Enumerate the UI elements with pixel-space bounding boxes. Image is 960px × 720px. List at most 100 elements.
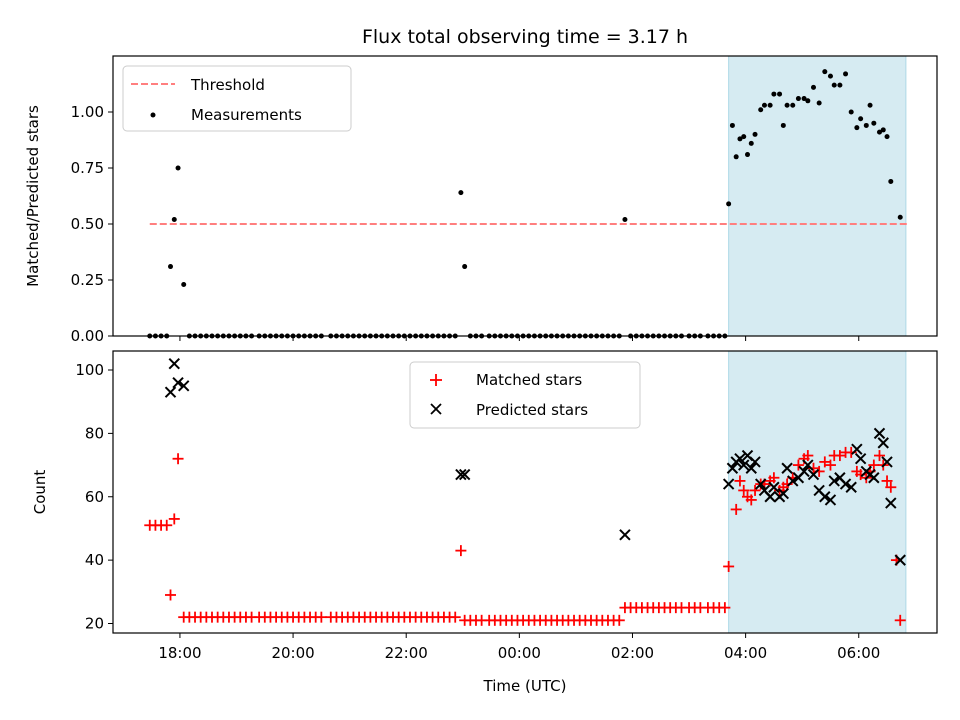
y-tick-label: 20 (85, 614, 104, 632)
measurement-point (871, 120, 877, 126)
predicted-star-point (881, 456, 893, 468)
measurement-point (758, 107, 764, 113)
measurement-point (827, 73, 833, 79)
matched-star-point (819, 456, 831, 468)
predicted-star-point (877, 437, 889, 449)
top-y-axis-label: Matched/Predicted stars (24, 105, 42, 287)
matched-star-point (745, 494, 757, 506)
measurement-point (744, 152, 750, 158)
bottom-y-axis-label: Count (31, 470, 49, 515)
matched-star-point (792, 459, 804, 471)
matched-star-point (315, 611, 327, 623)
matched-star-point (824, 459, 836, 471)
matched-legend-label: Matched stars (476, 371, 582, 389)
predicted-star-point (873, 427, 886, 440)
measurement-point (175, 165, 181, 171)
measurement-point (831, 82, 837, 88)
predicted-star-point (754, 478, 767, 490)
predicted-star-point (768, 481, 780, 493)
measurement-point (843, 71, 849, 77)
shaded-region (728, 55, 907, 337)
matched-star-point (734, 475, 746, 487)
measurement-point (897, 214, 903, 220)
measurement-point (780, 122, 786, 128)
measurement-point (181, 281, 187, 287)
measurement-point (462, 264, 468, 270)
matched-legend-swatch (430, 374, 442, 386)
measurement-point (884, 134, 890, 140)
matched-star-point (719, 602, 731, 614)
measurement-point (858, 116, 864, 122)
predicted-star-point (802, 459, 814, 471)
measurement-point (867, 102, 873, 108)
y-tick-label: 40 (85, 551, 104, 569)
bottom-y-axis: 20 40 60 80 100 (75, 361, 113, 632)
y-tick-label: 0.50 (71, 215, 104, 233)
measurement-point (876, 129, 882, 135)
predicted-star-point (178, 380, 190, 392)
predicted-star-point (455, 468, 467, 481)
predicted-star-point (787, 475, 799, 487)
predicted-star-point (828, 475, 840, 487)
y-tick-label: 0.75 (71, 159, 104, 177)
matched-star-point (768, 472, 780, 484)
measurements-legend-swatch (150, 112, 156, 118)
predicted-star-point (819, 491, 831, 503)
measurement-point (737, 136, 743, 142)
y-tick-label: 0.00 (71, 327, 104, 345)
predicted-star-point (845, 481, 857, 493)
predicted-star-point (894, 554, 906, 566)
predicted-star-point (854, 453, 867, 465)
measurement-point (888, 178, 894, 184)
predicted-star-point (726, 462, 739, 474)
measurement-point (810, 84, 816, 90)
measurement-point (777, 91, 783, 97)
x-tick-label: 02:00 (611, 644, 654, 662)
matched-star-point (449, 611, 461, 623)
measurement-point (733, 154, 739, 160)
top-y-axis: 0.00 0.25 0.50 0.75 1.00 (71, 103, 113, 345)
predicted-stars-layer (164, 357, 906, 566)
predicted-star-point (798, 465, 810, 478)
predicted-star-point (164, 386, 177, 398)
measurement-point (854, 125, 860, 131)
top-legend: Threshold Measurements (122, 65, 352, 132)
x-tick-label: 06:00 (837, 644, 880, 662)
predicted-star-point (722, 478, 735, 490)
y-tick-label: 80 (85, 424, 104, 442)
measurement-point (171, 217, 177, 223)
y-tick-label: 100 (75, 361, 104, 379)
measurement-point (816, 100, 822, 106)
measurement-point (741, 134, 747, 140)
matched-star-point (168, 513, 180, 525)
measurement-point (795, 96, 801, 102)
matched-star-point (161, 519, 173, 531)
x-axis-label: Time (UTC) (483, 677, 567, 695)
predicted-star-point (885, 497, 897, 509)
predicted-star-point (764, 491, 776, 503)
x-tick-label: 18:00 (158, 644, 201, 662)
x-tick-label: 22:00 (385, 644, 428, 662)
measurement-point (761, 102, 767, 108)
matched-star-point (894, 614, 906, 626)
chart-title: Flux total observing time = 3.17 h (362, 26, 688, 48)
measurement-point (790, 102, 796, 108)
matched-star-point (172, 453, 184, 465)
matched-star-point (455, 545, 467, 557)
top-legend-box (122, 65, 352, 132)
matched-star-point (613, 614, 625, 626)
x-tick-label: 04:00 (724, 644, 767, 662)
predicted-star-point (734, 453, 746, 465)
measurement-point (729, 122, 735, 128)
measurement-point (168, 264, 174, 270)
matched-star-point (165, 589, 177, 601)
predicted-star-point (172, 376, 184, 389)
predicted-star-point (458, 468, 471, 481)
matched-star-point (802, 450, 814, 462)
measurement-point (784, 102, 790, 108)
predicted-star-point (738, 459, 750, 471)
matched-star-point (730, 503, 742, 515)
predicted-star-point (824, 494, 837, 506)
measurement-point (848, 109, 854, 115)
predicted-star-point (749, 456, 761, 468)
